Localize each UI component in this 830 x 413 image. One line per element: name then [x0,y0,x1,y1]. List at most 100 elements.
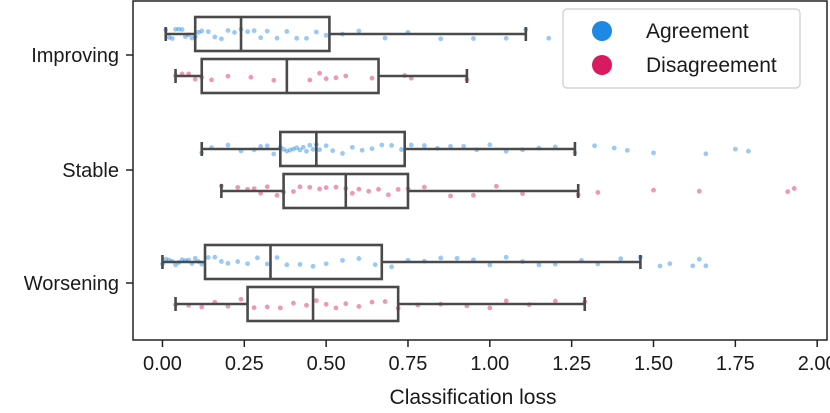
data-point-agreement [179,27,185,32]
data-point-agreement [340,151,345,156]
data-point-agreement [372,262,378,268]
data-point-disagreement [503,298,509,304]
data-point-disagreement [369,299,375,305]
data-point-disagreement [791,186,797,191]
data-point-agreement [284,262,290,268]
data-point-agreement [438,255,444,261]
data-point-disagreement [395,187,401,192]
data-point-disagreement [291,300,296,306]
data-point-agreement [624,147,630,153]
data-point-disagreement [313,298,319,303]
data-point-disagreement [595,190,601,195]
data-point-agreement [225,28,231,33]
data-point-disagreement [251,305,257,311]
data-point-disagreement [487,305,493,311]
data-point-agreement [317,147,322,153]
data-point-agreement [356,28,362,34]
data-point-agreement [287,147,293,153]
data-point-agreement [618,256,624,261]
data-point-agreement [235,259,241,264]
data-point-agreement [340,257,345,263]
data-point-disagreement [192,76,198,82]
data-point-disagreement [277,305,283,311]
data-point-agreement [258,35,264,41]
data-point-disagreement [225,73,231,79]
data-point-disagreement [552,298,558,304]
data-point-agreement [264,261,270,267]
y-tick-label-improving: Improving [31,45,119,67]
legend-marker-disagreement [592,55,612,75]
data-point-agreement [192,255,198,261]
data-point-disagreement [323,185,329,190]
iqr-box [193,15,331,53]
x-axis-title: Classification loss [390,386,557,409]
data-point-disagreement [307,184,313,190]
data-point-agreement [330,148,336,154]
data-point-agreement [245,261,250,267]
data-point-agreement [323,261,329,267]
data-point-agreement [310,146,316,152]
data-point-disagreement [356,304,362,309]
data-point-agreement [592,143,597,149]
data-point-agreement [536,262,542,268]
data-point-agreement [304,148,309,154]
data-point-agreement [297,261,303,267]
data-point-agreement [703,151,709,157]
data-point-disagreement [248,74,254,80]
data-point-agreement [651,150,656,156]
data-point-agreement [281,146,286,152]
data-point-agreement [732,146,738,152]
data-point-disagreement [333,75,339,81]
data-point-disagreement [343,73,349,79]
data-point-disagreement [199,304,205,310]
data-point-agreement [225,260,231,266]
data-point-disagreement [343,301,349,307]
data-point-agreement [189,35,195,41]
box-agreement-improving [164,15,528,53]
data-point-disagreement [333,184,339,190]
data-point-agreement [232,29,237,35]
data-point-agreement [323,32,329,38]
data-point-disagreement [471,192,476,198]
data-point-agreement [284,148,290,154]
data-point-agreement [503,35,509,41]
data-point-agreement [274,255,280,260]
x-tick-label: 2.00 [798,353,830,375]
data-point-agreement [487,262,493,268]
box-disagreement-stable [220,172,580,210]
data-point-disagreement [385,192,391,198]
data-point-disagreement [421,184,427,190]
data-point-agreement [356,256,362,261]
data-point-agreement [274,35,280,41]
data-point-disagreement [317,70,322,76]
data-point-disagreement [274,192,280,198]
data-point-agreement [703,263,709,269]
box-disagreement-improving [174,57,469,95]
legend-label-agreement: Agreement [646,20,749,43]
iqr-box [279,130,407,168]
data-point-agreement [212,254,218,260]
data-point-agreement [205,29,211,35]
y-tick-label-worsening: Worsening [24,273,119,295]
data-point-agreement [399,147,404,152]
data-point-agreement [369,146,375,152]
data-point-agreement [264,28,270,34]
data-point-agreement [254,255,260,261]
data-point-agreement [307,142,313,148]
data-point-agreement [182,34,188,40]
data-point-disagreement [297,184,303,190]
data-point-agreement [169,36,175,41]
data-point-disagreement [376,186,381,192]
data-point-disagreement [307,77,313,83]
data-point-disagreement [238,296,244,302]
data-point-agreement [173,26,178,32]
data-point-disagreement [651,187,656,193]
data-point-agreement [218,258,224,264]
data-point-agreement [503,254,509,260]
data-point-agreement [284,28,290,34]
data-point-disagreement [235,184,241,190]
x-tick-label: 0.50 [307,353,346,375]
data-point-disagreement [304,302,309,308]
x-tick-label: 1.50 [634,353,673,375]
data-point-agreement [218,36,224,42]
